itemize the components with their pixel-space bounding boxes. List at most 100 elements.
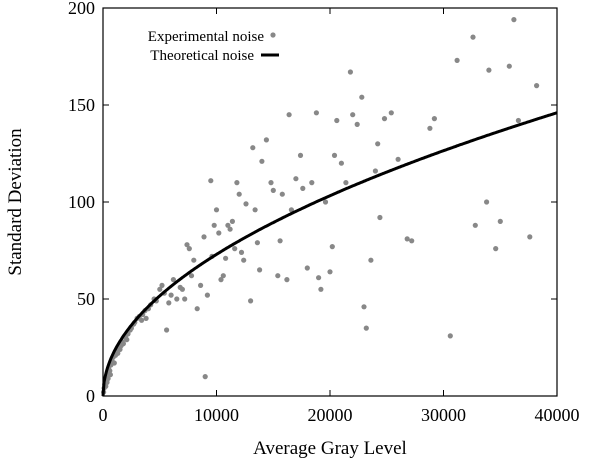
y-tick-label-1: 50: [77, 289, 95, 309]
data-point-94: [297, 152, 304, 158]
y-tick-label-3: 150: [68, 95, 95, 115]
data-point-67: [220, 273, 226, 279]
data-point-69: [225, 222, 231, 228]
data-point-81: [254, 240, 260, 246]
data-point-84: [263, 137, 269, 143]
data-point-107: [343, 180, 349, 186]
data-point-129: [484, 199, 490, 205]
data-point-88: [277, 238, 283, 244]
data-point-109: [350, 112, 356, 118]
data-point-113: [363, 325, 369, 331]
data-point-86: [270, 187, 276, 193]
data-point-89: [279, 191, 285, 197]
data-point-25: [124, 337, 130, 343]
data-point-45: [166, 300, 172, 306]
data-point-95: [300, 185, 306, 191]
data-point-8: [105, 375, 111, 382]
data-point-73: [234, 180, 240, 186]
data-point-11: [107, 372, 113, 378]
data-point-106: [338, 160, 344, 166]
legend: Experimental noise Theoretical noise: [148, 29, 279, 64]
x-axis-label: Average Gray Level: [253, 438, 407, 459]
data-point-97: [309, 180, 315, 186]
data-point-15: [111, 360, 117, 366]
data-point-91: [286, 112, 292, 118]
data-point-92: [288, 207, 294, 213]
data-point-116: [375, 141, 381, 147]
data-point-68: [223, 255, 229, 261]
data-point-118: [381, 116, 388, 122]
data-point-44: [164, 327, 170, 333]
data-point-51: [182, 296, 188, 302]
x-tick-label-1: 10000: [194, 405, 239, 425]
data-point-110: [354, 121, 360, 127]
data-point-65: [216, 230, 222, 236]
legend-label-theoretical: Theoretical noise: [150, 48, 254, 64]
data-point-64: [213, 207, 220, 213]
data-point-131: [493, 246, 499, 252]
data-point-112: [361, 304, 367, 310]
data-point-108: [347, 69, 353, 75]
theoretical-noise-line: [101, 111, 558, 397]
data-point-115: [372, 168, 378, 174]
data-point-57: [198, 282, 204, 288]
data-point-82: [257, 267, 263, 273]
data-point-85: [268, 180, 274, 186]
data-point-87: [275, 273, 281, 279]
data-point-72: [232, 246, 238, 252]
data-point-59: [202, 374, 208, 380]
x-tick-label-0: 0: [99, 405, 108, 425]
data-point-53: [186, 246, 192, 252]
data-point-101: [322, 199, 329, 205]
data-point-135: [515, 117, 522, 124]
data-point-55: [191, 257, 197, 263]
data-point-61: [208, 178, 214, 184]
data-point-137: [534, 83, 540, 89]
axis-ticks: 0 10000 20000 30000 40000 0 50 100 150 200: [68, 0, 580, 425]
data-point-74: [236, 191, 242, 197]
data-point-98: [313, 110, 319, 116]
data-point-77: [243, 201, 249, 207]
data-point-46: [168, 292, 174, 298]
data-point-122: [409, 238, 415, 244]
data-point-47: [170, 277, 176, 283]
data-point-36: [143, 315, 149, 321]
data-point-80: [252, 207, 258, 213]
data-point-127: [470, 34, 476, 40]
data-point-133: [506, 63, 512, 69]
data-point-71: [229, 218, 235, 224]
legend-label-experimental: Experimental noise: [148, 29, 265, 45]
data-point-134: [511, 17, 517, 23]
x-tick-label-4: 40000: [535, 405, 580, 425]
x-tick-label-3: 30000: [421, 405, 466, 425]
data-point-60: [204, 292, 210, 298]
data-point-99: [316, 275, 322, 281]
data-point-54: [188, 273, 195, 279]
experimental-points: [101, 17, 540, 395]
data-point-66: [218, 277, 224, 283]
data-point-70: [227, 226, 233, 232]
data-point-102: [327, 269, 333, 275]
data-point-125: [447, 333, 453, 339]
data-point-136: [527, 234, 533, 240]
data-point-78: [248, 298, 254, 304]
data-point-56: [194, 306, 200, 312]
data-point-124: [431, 116, 437, 122]
data-point-41: [157, 286, 163, 292]
data-point-117: [377, 214, 383, 221]
data-point-63: [211, 222, 217, 228]
data-point-58: [201, 234, 207, 240]
data-point-119: [388, 110, 394, 116]
data-point-33: [139, 317, 145, 323]
data-point-79: [250, 145, 256, 151]
y-tick-label-0: 0: [86, 386, 95, 406]
data-point-104: [331, 152, 338, 158]
data-point-52: [184, 242, 190, 248]
y-tick-label-2: 100: [68, 192, 95, 212]
data-point-96: [304, 265, 310, 271]
data-point-100: [318, 286, 324, 292]
data-point-90: [284, 277, 290, 283]
data-point-42: [159, 282, 165, 288]
data-point-111: [359, 94, 365, 100]
